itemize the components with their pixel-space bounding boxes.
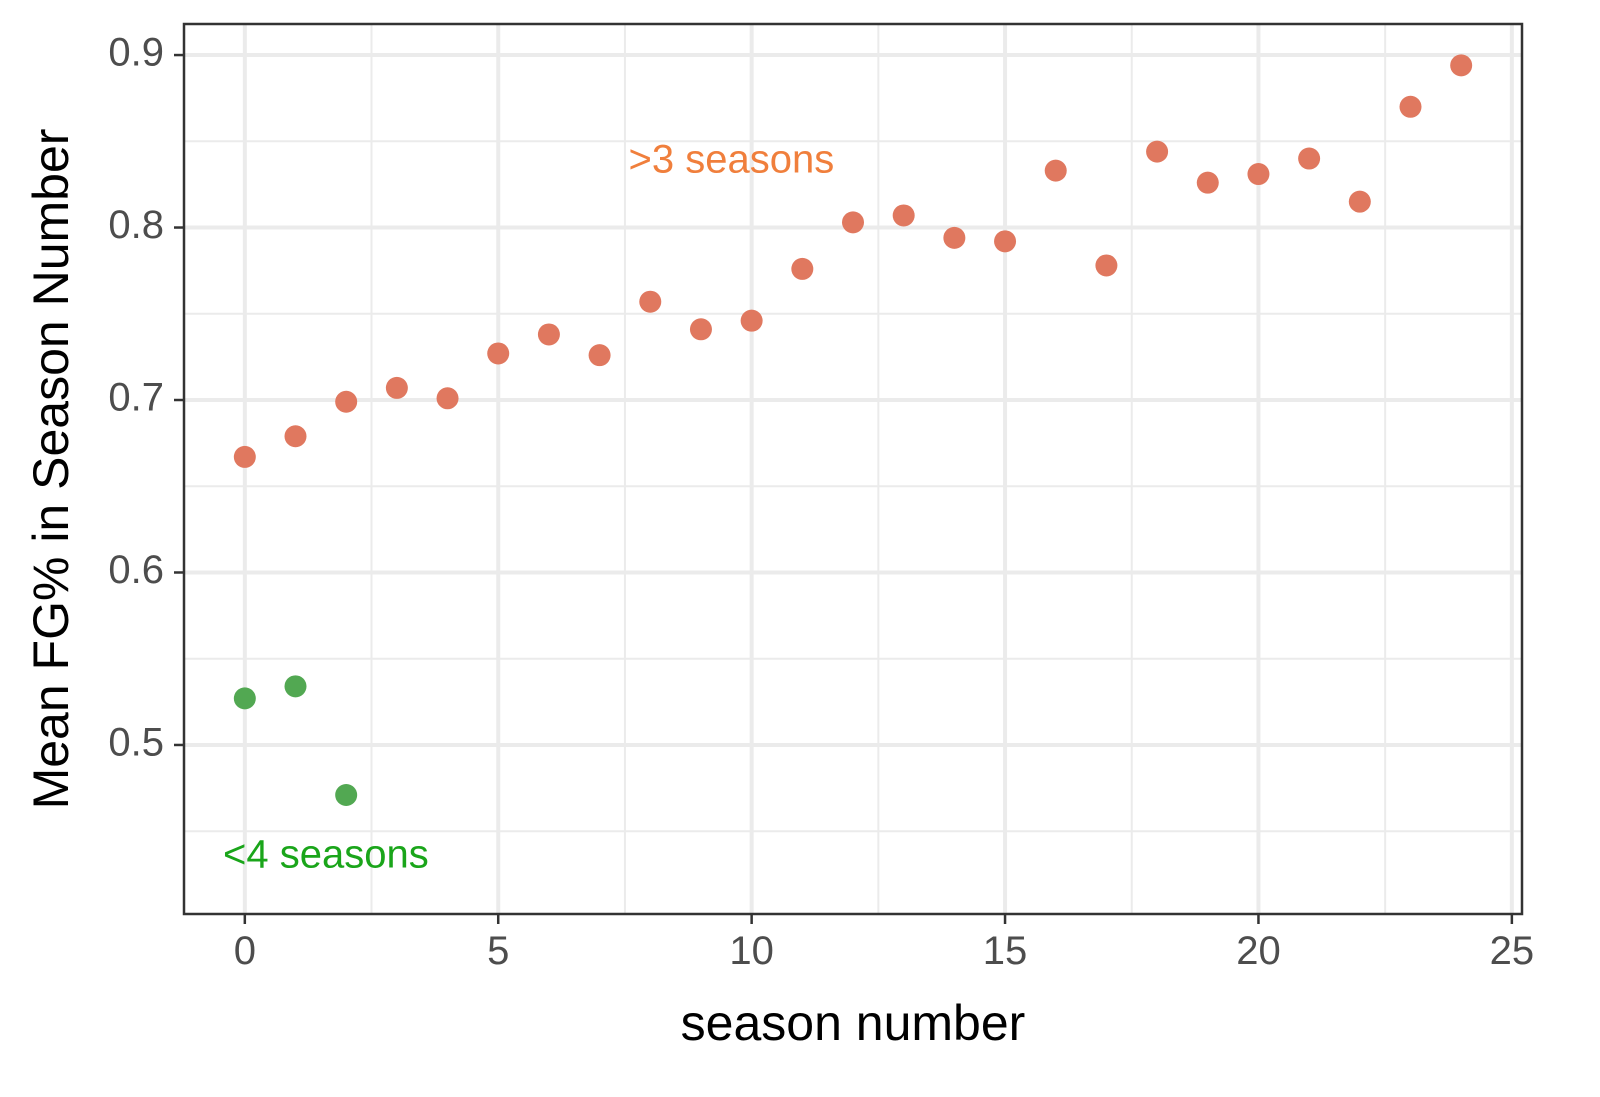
x-tick-label: 5 xyxy=(487,929,509,973)
y-tick-label: 0.8 xyxy=(108,203,164,247)
y-tick-label: 0.5 xyxy=(108,721,164,765)
x-tick-label: 25 xyxy=(1490,929,1535,973)
grid xyxy=(184,24,1522,914)
data-point xyxy=(842,211,864,233)
data-point xyxy=(690,318,712,340)
x-tick-label: 15 xyxy=(983,929,1028,973)
data-point xyxy=(791,258,813,280)
data-point xyxy=(1045,160,1067,182)
data-point xyxy=(437,387,459,409)
data-point xyxy=(285,675,307,697)
data-point xyxy=(234,446,256,468)
data-point xyxy=(589,344,611,366)
y-tick-label: 0.6 xyxy=(108,548,164,592)
annotations: >3 seasons <4 seasons xyxy=(223,138,834,877)
data-point xyxy=(639,291,661,313)
data-point xyxy=(741,310,763,332)
data-point xyxy=(335,784,357,806)
data-point xyxy=(994,230,1016,252)
data-point xyxy=(1400,96,1422,118)
data-point xyxy=(538,323,560,345)
data-point xyxy=(1450,54,1472,76)
data-point xyxy=(1095,254,1117,276)
y-axis-title: Mean FG% in Season Number xyxy=(23,129,79,810)
data-point xyxy=(335,391,357,413)
annotation-label: >3 seasons xyxy=(629,138,835,182)
data-point xyxy=(893,204,915,226)
panel-border xyxy=(184,24,1522,914)
data-point xyxy=(487,342,509,364)
data-point xyxy=(1298,148,1320,170)
x-tick-label: 20 xyxy=(1236,929,1281,973)
y-tick-label: 0.7 xyxy=(108,376,164,420)
x-tick-label: 10 xyxy=(729,929,774,973)
data-point xyxy=(1349,191,1371,213)
data-point xyxy=(1146,141,1168,163)
data-point xyxy=(943,227,965,249)
data-point xyxy=(386,377,408,399)
data-point xyxy=(1197,172,1219,194)
data-point xyxy=(285,425,307,447)
data-point xyxy=(1247,163,1269,185)
data-point xyxy=(234,687,256,709)
y-tick-label: 0.9 xyxy=(108,31,164,75)
x-tick-label: 0 xyxy=(234,929,256,973)
data-points xyxy=(234,54,1472,806)
annotation-label: <4 seasons xyxy=(223,833,429,877)
x-axis-title: season number xyxy=(681,995,1026,1051)
